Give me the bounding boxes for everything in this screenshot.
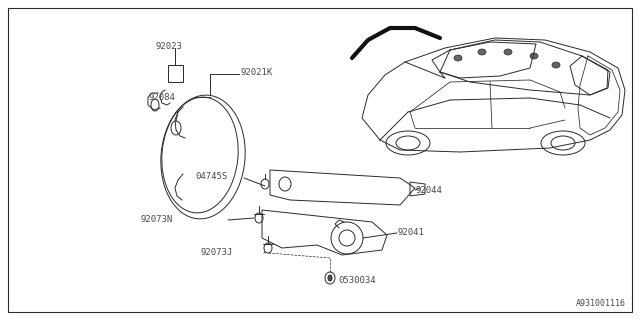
Text: 92044: 92044 [415, 186, 442, 195]
Ellipse shape [552, 62, 560, 68]
Text: 92041: 92041 [397, 228, 424, 237]
Ellipse shape [530, 53, 538, 59]
Text: A931001116: A931001116 [576, 299, 626, 308]
Text: 92021K: 92021K [240, 68, 272, 77]
Ellipse shape [454, 55, 462, 61]
Text: 92084: 92084 [148, 93, 175, 102]
Ellipse shape [478, 49, 486, 55]
Text: 92073N: 92073N [140, 215, 172, 224]
Text: 04745S: 04745S [195, 172, 227, 181]
Text: 92023: 92023 [155, 42, 182, 51]
Ellipse shape [328, 275, 332, 281]
Ellipse shape [504, 49, 512, 55]
Text: 92073J: 92073J [200, 248, 232, 257]
Text: 0530034: 0530034 [338, 276, 376, 285]
